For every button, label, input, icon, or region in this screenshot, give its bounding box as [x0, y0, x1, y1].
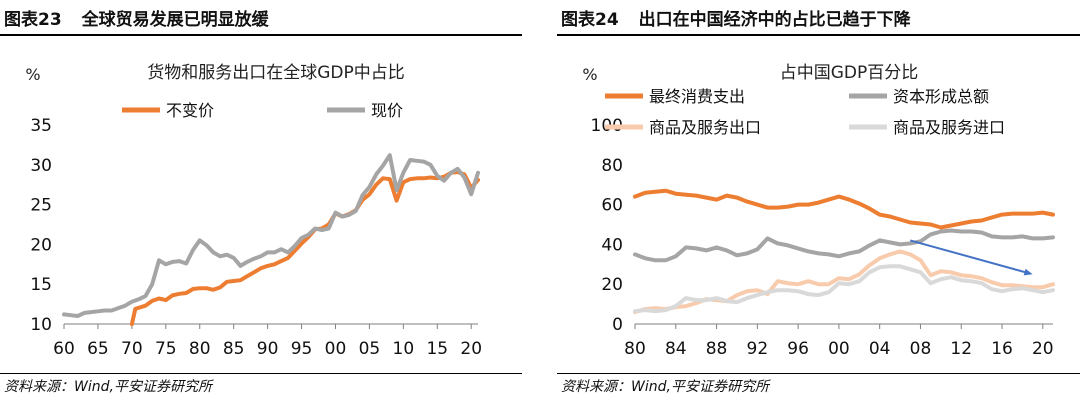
y-tick-label: 15	[30, 275, 52, 295]
legend-label-2: 资本形成总额	[893, 87, 989, 106]
y-tick-label: 60	[601, 196, 623, 216]
right-figure-header: 图表24 出口在中国经济中的占比已趋于下降	[557, 6, 1080, 36]
x-tick-label: 20	[1032, 339, 1054, 359]
x-tick-label: 80	[189, 339, 211, 359]
y-axis-unit-label: %	[582, 65, 597, 84]
y-tick-label: 40	[601, 235, 623, 255]
series-line-2	[62, 153, 480, 318]
legend-label-2: 现价	[371, 101, 403, 120]
x-tick-label: 20	[460, 339, 482, 359]
y-tick-label: 30	[30, 156, 52, 176]
y-tick-label: 80	[601, 156, 623, 176]
chart-title: 占中国GDP百分比	[780, 63, 919, 83]
legend-label-3: 商品及服务出口	[649, 118, 761, 137]
left-line-chart: 货物和服务出口在全球GDP中占比% 10 15 20 25 30 35 60 65 70 75 80 8…	[25, 63, 482, 359]
left-figure-header: 图表23 全球贸易发展已明显放缓	[0, 6, 522, 36]
right-figure-label: 图表24	[561, 10, 619, 30]
y-tick-label: 0	[612, 315, 623, 335]
y-tick-label: 35	[30, 116, 52, 136]
left-figure-title: 全球贸易发展已明显放缓	[81, 10, 269, 30]
left-figure-label: 图表23	[4, 10, 62, 30]
legend-label-1: 最终消费支出	[649, 87, 745, 106]
y-axis-unit-label: %	[25, 65, 40, 84]
y-tick-label: 20	[601, 275, 623, 295]
x-tick-label: 10	[393, 339, 415, 359]
right-figure-title: 出口在中国经济中的占比已趋于下降	[638, 10, 911, 30]
x-tick-label: 80	[624, 339, 646, 359]
x-tick-label: 05	[359, 339, 381, 359]
x-tick-label: 65	[87, 339, 109, 359]
x-tick-label: 95	[291, 339, 313, 359]
x-tick-label: 16	[991, 339, 1013, 359]
x-tick-label: 90	[257, 339, 279, 359]
x-tick-label: 84	[665, 339, 687, 359]
trend-arrow-head	[1023, 268, 1033, 276]
x-tick-label: 00	[325, 339, 347, 359]
left-chart-panel: 图表23 全球贸易发展已明显放缓 货物和服务出口在全球GDP中占比% 10 15 20 2…	[0, 0, 522, 407]
x-tick-label: 96	[787, 339, 809, 359]
x-tick-label: 85	[223, 339, 245, 359]
x-tick-label: 12	[950, 339, 972, 359]
right-source-note: 资料来源：Wind,平安证券研究所	[557, 373, 1080, 403]
y-tick-label: 20	[30, 235, 52, 255]
y-tick-label: 10	[30, 315, 52, 335]
legend-label-4: 商品及服务进口	[893, 118, 1005, 137]
x-tick-label: 70	[121, 339, 143, 359]
series-line-1	[633, 188, 1055, 230]
series-line-1	[129, 170, 480, 326]
x-tick-label: 92	[747, 339, 769, 359]
series-line-4	[633, 264, 1055, 314]
chart-title: 货物和服务出口在全球GDP中占比	[147, 63, 405, 83]
y-tick-label: 25	[30, 196, 52, 216]
right-line-chart: 占中国GDP百分比%020406080100808488929600040812…	[582, 63, 1055, 359]
left-source-note: 资料来源：Wind,平安证券研究所	[0, 373, 522, 403]
x-tick-label: 75	[155, 339, 177, 359]
x-tick-label: 04	[869, 339, 891, 359]
legend-label-1: 不变价	[166, 101, 214, 120]
x-tick-label: 08	[910, 339, 932, 359]
x-tick-label: 15	[426, 339, 448, 359]
right-chart-panel: 图表24 出口在中国经济中的占比已趋于下降 占中国GDP百分比% 0 20 40 60 80…	[557, 0, 1080, 407]
x-tick-label: 60	[53, 339, 75, 359]
series-line-2	[633, 228, 1055, 263]
trend-arrow-line	[910, 239, 1030, 275]
x-tick-label: 88	[706, 339, 728, 359]
x-tick-label: 00	[828, 339, 850, 359]
